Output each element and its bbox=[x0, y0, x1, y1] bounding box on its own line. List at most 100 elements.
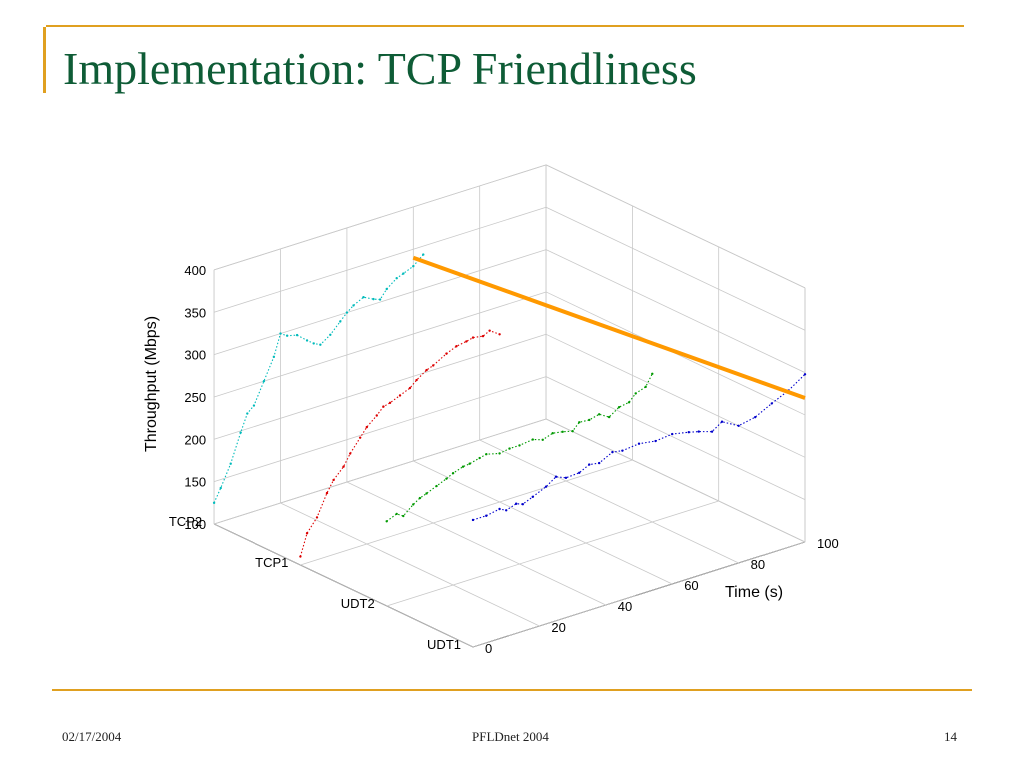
series-point bbox=[272, 355, 276, 359]
series-point bbox=[634, 392, 637, 395]
grid-time-line-floor bbox=[280, 502, 540, 627]
depth-label: TCP2 bbox=[169, 514, 202, 529]
series-point bbox=[445, 477, 448, 480]
series-point bbox=[531, 495, 534, 499]
grid-depth-line-floor bbox=[213, 418, 547, 525]
x-tick-label: 20 bbox=[551, 620, 565, 635]
grid-value-line-side bbox=[545, 376, 806, 501]
series-point bbox=[541, 438, 544, 441]
series-point bbox=[358, 436, 362, 439]
series-point bbox=[485, 453, 488, 456]
x-tick-label: 80 bbox=[751, 557, 765, 572]
depth-label: UDT2 bbox=[341, 596, 375, 611]
series-point bbox=[697, 430, 700, 433]
series-point bbox=[432, 364, 435, 367]
series-point bbox=[312, 342, 315, 345]
series-point bbox=[252, 404, 256, 407]
series-point bbox=[617, 405, 621, 409]
series-point bbox=[246, 412, 249, 415]
series-point bbox=[468, 462, 471, 465]
series-point bbox=[737, 424, 740, 427]
series-point bbox=[803, 373, 807, 376]
series-point bbox=[279, 332, 282, 335]
series-point bbox=[349, 452, 352, 455]
series-point bbox=[422, 253, 425, 256]
series-point bbox=[299, 555, 302, 558]
series-point bbox=[325, 491, 329, 495]
annotation-line bbox=[412, 255, 806, 400]
grid-time-line-floor bbox=[213, 523, 474, 648]
series-line-udt2 bbox=[386, 373, 653, 522]
series-point bbox=[671, 432, 674, 436]
grid-value-line-side bbox=[545, 249, 806, 373]
footer-date: 02/17/2004 bbox=[62, 729, 122, 744]
series-line-udt1 bbox=[472, 373, 806, 521]
depth-label: UDT1 bbox=[427, 637, 461, 652]
series-point bbox=[637, 442, 641, 445]
series-point bbox=[375, 414, 378, 417]
series-point bbox=[687, 431, 690, 434]
y-tick-label: 150 bbox=[184, 475, 206, 490]
series-point bbox=[478, 456, 481, 460]
grid-value-line-back bbox=[213, 291, 547, 398]
series-point bbox=[485, 514, 488, 517]
slide-title: Implementation: TCP Friendliness bbox=[63, 43, 697, 94]
series-point bbox=[644, 385, 647, 389]
series-point bbox=[219, 486, 222, 490]
series-point bbox=[588, 463, 591, 466]
series-point bbox=[488, 329, 491, 332]
series-point bbox=[651, 372, 654, 375]
series-point bbox=[418, 496, 422, 500]
series-point bbox=[471, 518, 475, 522]
series-point bbox=[514, 502, 518, 505]
series-point bbox=[352, 304, 355, 307]
series-point bbox=[362, 295, 365, 299]
series-point bbox=[365, 425, 368, 429]
xlabel: Time (s) bbox=[725, 584, 783, 601]
grid-value-line-back bbox=[213, 206, 547, 313]
series-point bbox=[654, 439, 657, 443]
series-point bbox=[508, 447, 511, 450]
series-point bbox=[471, 336, 475, 339]
footer-rule bbox=[52, 689, 972, 691]
series-point bbox=[425, 492, 428, 495]
series-point bbox=[455, 345, 458, 348]
series-point bbox=[372, 297, 375, 301]
series-point bbox=[481, 334, 485, 338]
series-point bbox=[498, 507, 501, 511]
series-point bbox=[342, 465, 345, 468]
grid-value-line-back bbox=[213, 333, 547, 440]
series-point bbox=[382, 405, 385, 408]
x-tick-label: 0 bbox=[485, 641, 492, 656]
series-point bbox=[597, 461, 601, 465]
series-point bbox=[395, 512, 398, 516]
y-tick-label: 300 bbox=[184, 348, 206, 363]
grid-value-line-back bbox=[213, 164, 547, 271]
series-point bbox=[305, 532, 309, 535]
chart-labels: Throughput (Mbps) Time (s) 1001502002503… bbox=[143, 263, 839, 656]
series-point bbox=[229, 462, 232, 465]
title-accent-horizontal-rule bbox=[46, 25, 964, 27]
grid-time-line-floor bbox=[479, 439, 739, 564]
footer-page-number: 14 bbox=[944, 729, 957, 744]
y-tick-label: 400 bbox=[184, 263, 206, 278]
series-point bbox=[588, 418, 591, 422]
series-point bbox=[402, 272, 405, 275]
grid-value-line-back bbox=[213, 249, 547, 355]
series-point bbox=[770, 402, 773, 405]
title-accent-vertical-bar bbox=[43, 27, 46, 93]
series-point bbox=[395, 277, 398, 280]
series-point bbox=[345, 311, 349, 314]
series-point bbox=[285, 334, 289, 337]
grid-time-line-floor bbox=[545, 418, 806, 543]
series-point bbox=[551, 432, 554, 435]
series-point bbox=[531, 438, 534, 441]
series-point bbox=[445, 352, 448, 355]
series-point bbox=[451, 471, 455, 475]
series-point bbox=[385, 520, 388, 523]
grid-value-line-side bbox=[545, 164, 806, 289]
series-point bbox=[554, 475, 558, 478]
y-tick-label: 350 bbox=[184, 305, 206, 320]
series-point bbox=[521, 503, 524, 506]
series-point bbox=[262, 380, 266, 383]
